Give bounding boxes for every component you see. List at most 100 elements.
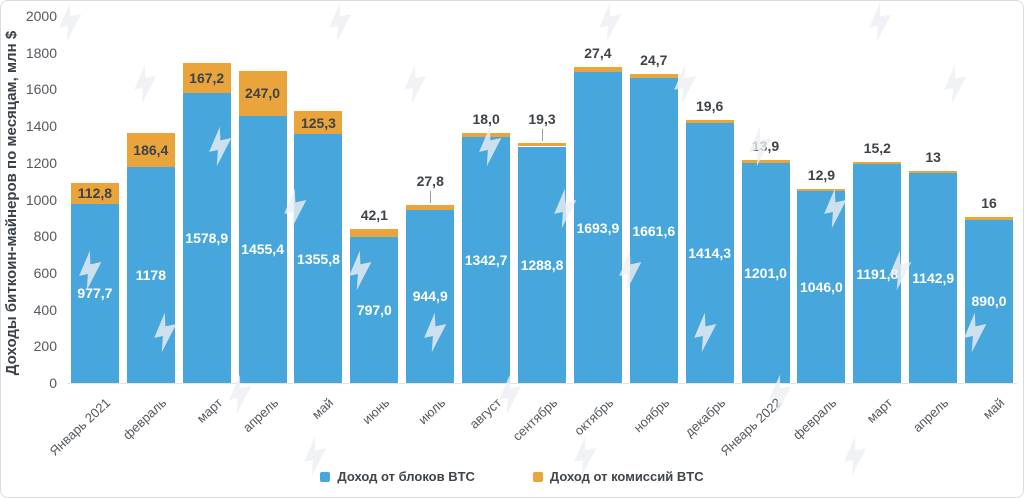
bar-segment-fees — [518, 142, 566, 147]
fee-value-label: 112,8 — [77, 185, 113, 202]
block-value-label: 1288,8 — [520, 256, 564, 273]
bar-segment-fees — [741, 160, 790, 163]
x-axis-label: ноябрь — [630, 395, 672, 436]
block-value-label: 977,7 — [77, 285, 113, 302]
fee-value-label: 27,4 — [584, 45, 612, 62]
x-axis-label: февраль — [119, 395, 170, 443]
block-value-label: 797,0 — [356, 301, 392, 318]
y-tick-label: 2000 — [25, 8, 57, 24]
fee-value-label: 247,0 — [245, 85, 281, 102]
x-axis-label: август — [466, 395, 505, 432]
bar-segment-blocks — [909, 173, 958, 383]
brand-watermark-icon — [937, 62, 975, 110]
block-value-label: 1455,4 — [241, 241, 284, 258]
block-value-label: 1046,0 — [799, 279, 843, 296]
block-value-label: 1191,8 — [856, 265, 899, 282]
block-value-label: 1342,7 — [464, 251, 508, 268]
x-axis-label: апрель — [909, 395, 952, 436]
y-tick-label: 1000 — [25, 191, 57, 208]
y-tick-label: 1800 — [25, 44, 57, 61]
y-tick-label: 200 — [33, 338, 57, 355]
legend-label: Доход от комиссий BTC — [549, 469, 704, 484]
block-value-label: 1355,8 — [297, 250, 340, 267]
bar-segment-fees — [126, 132, 175, 167]
y-tick-label: 0 — [49, 375, 57, 391]
x-axis-label: февраль — [790, 395, 840, 443]
bar-segment-fees — [965, 216, 1014, 220]
bar-segment-fees — [853, 161, 902, 165]
fee-value-label: 19,6 — [696, 97, 724, 114]
brand-watermark-icon — [322, 1, 360, 49]
bar-segment-fees — [685, 119, 734, 124]
bar-segment-fees — [182, 62, 231, 94]
y-tick-label: 1400 — [25, 118, 57, 135]
fee-label-leader-line — [430, 190, 432, 203]
bar-segment-blocks — [629, 78, 678, 383]
block-value-label: 1661,6 — [632, 222, 676, 239]
fee-value-label: 186,4 — [133, 141, 169, 158]
fee-value-label: 24,7 — [640, 51, 668, 68]
block-value-label: 1201,0 — [744, 264, 787, 281]
y-tick-label: 600 — [33, 264, 57, 281]
y-tick-label: 1200 — [25, 154, 57, 171]
x-axis-label: июль — [415, 395, 449, 428]
x-axis-label: Январь 2021 — [46, 395, 114, 459]
x-axis-label: октябрь — [571, 395, 617, 439]
fee-value-label: 12,9 — [807, 166, 836, 183]
bar-segment-blocks — [406, 209, 455, 383]
bar-segment-fees — [629, 73, 678, 79]
bar-segment-fees — [462, 133, 511, 137]
bar-segment-fees — [909, 170, 958, 174]
x-axis-label: апрель — [239, 395, 281, 436]
fee-value-label: 27,8 — [416, 172, 444, 189]
x-axis-label: июнь — [359, 395, 393, 428]
block-value-label: 1414,3 — [688, 245, 732, 262]
x-axis-label: март — [193, 395, 225, 426]
bar-segment-fees — [797, 188, 846, 192]
bar-segment-blocks — [518, 146, 566, 383]
x-axis-label: сентябрь — [509, 395, 561, 444]
bar-segment-blocks — [294, 134, 343, 383]
bar-segment-fees — [406, 204, 455, 210]
y-tick-label: 800 — [33, 228, 57, 245]
x-axis-label: март — [864, 395, 896, 426]
fee-value-label: 125,3 — [300, 114, 336, 131]
brand-watermark-icon — [397, 62, 435, 110]
y-tick-label: 400 — [33, 301, 57, 318]
x-axis-label: май — [309, 395, 337, 422]
bar-segment-fees — [294, 111, 343, 135]
bar-segment-blocks — [741, 162, 790, 383]
x-axis-label: декабрь — [681, 395, 728, 440]
legend-item: Доход от комиссий BTC — [532, 469, 704, 484]
legend-color-swatch — [532, 471, 543, 482]
fee-label-leader-line — [542, 128, 543, 141]
bar-segment-blocks — [70, 203, 119, 383]
block-value-label: 1578,9 — [185, 230, 229, 247]
y-tick-label: 1600 — [25, 81, 57, 98]
legend-label: Доход от блоков BTC — [337, 469, 475, 484]
bar-segment-blocks — [238, 115, 287, 383]
x-axis-line — [67, 383, 1017, 384]
fee-value-label: 167,2 — [189, 69, 225, 86]
fee-value-label: 13 — [925, 148, 941, 165]
block-value-label: 890,0 — [971, 293, 1007, 310]
brand-watermark-icon — [52, 1, 90, 49]
x-axis-label: май — [979, 395, 1008, 422]
block-value-label: 1142,9 — [912, 270, 955, 287]
fee-value-label: 19,3 — [528, 110, 556, 127]
fee-value-label: 18,0 — [472, 111, 500, 128]
legend: Доход от блоков BTC Доход от комиссий BTC — [1, 469, 1023, 484]
brand-watermark-icon — [862, 1, 900, 49]
fee-value-label: 15,2 — [863, 139, 891, 156]
block-value-label: 1178 — [135, 266, 166, 283]
brand-watermark-icon — [127, 62, 165, 110]
legend-color-swatch — [320, 471, 331, 482]
brand-watermark-icon — [592, 1, 630, 49]
block-value-label: 1693,9 — [576, 219, 620, 236]
block-value-label: 944,9 — [412, 288, 448, 305]
fee-value-label: 13,9 — [751, 138, 780, 155]
bar-segment-fees — [238, 70, 287, 116]
bar-segment-blocks — [462, 136, 511, 383]
fee-value-label: 16 — [981, 194, 997, 211]
